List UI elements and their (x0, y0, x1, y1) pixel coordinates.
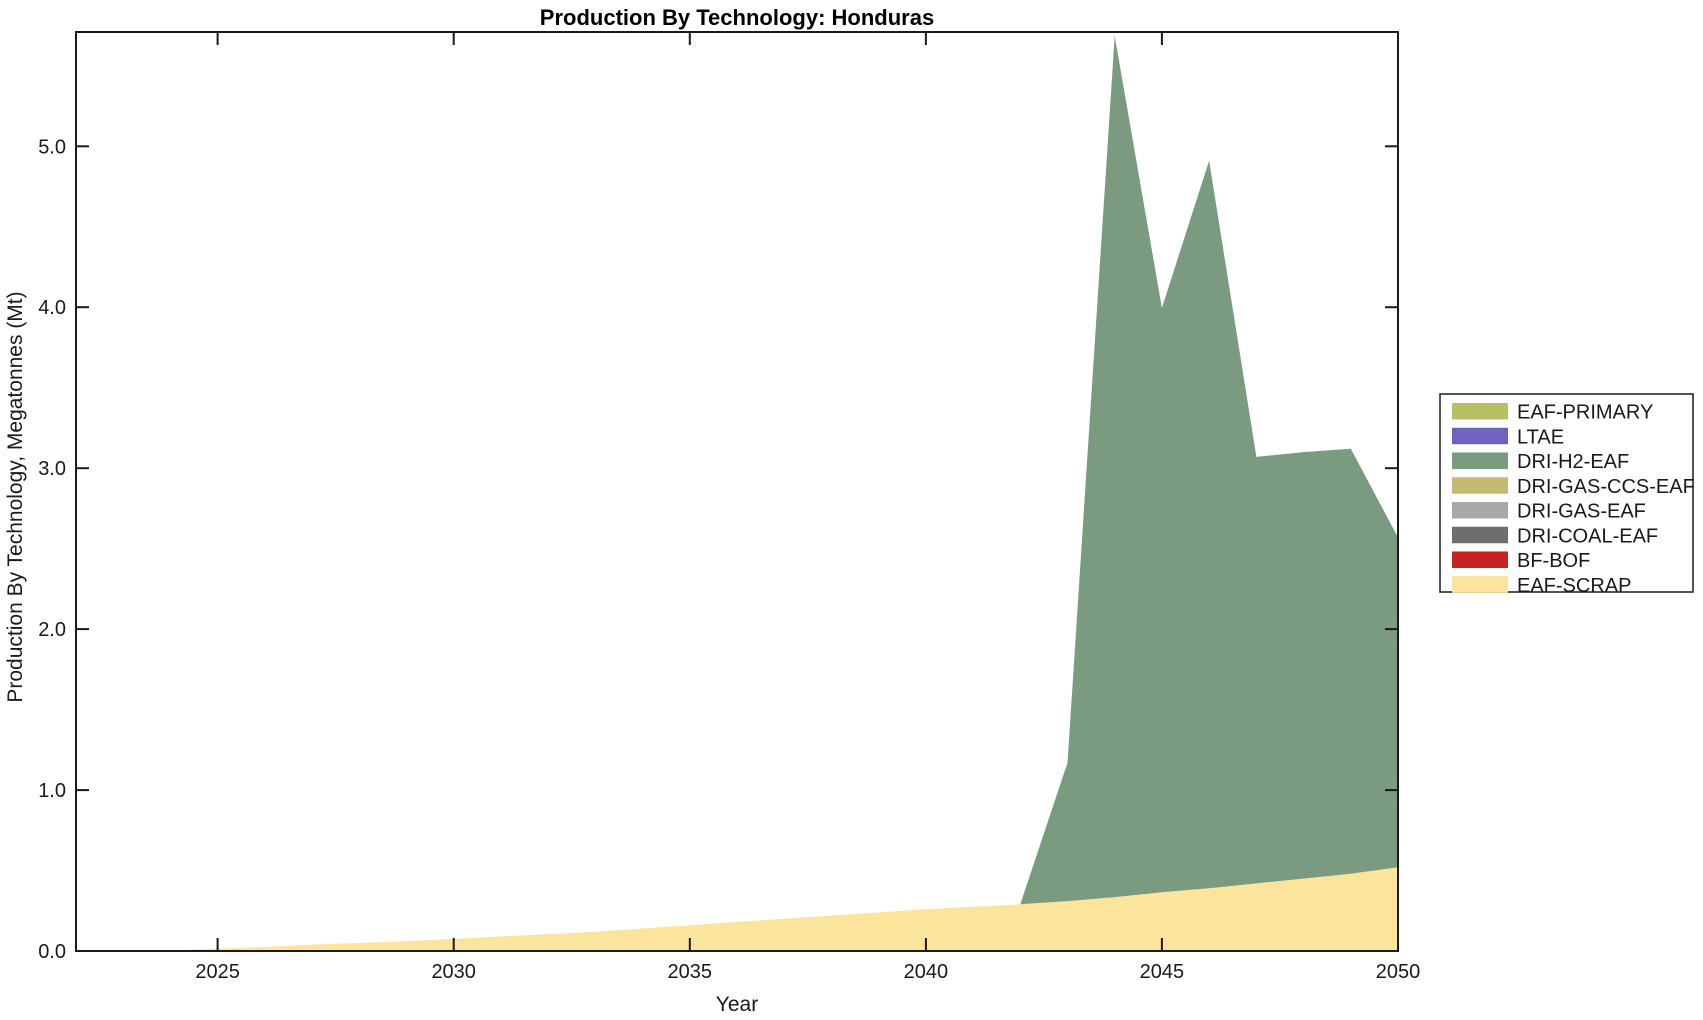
legend-item-DRI-GAS-EAF: DRI-GAS-EAF (1452, 501, 1646, 523)
legend-swatch-DRI-GAS-EAF (1452, 502, 1508, 519)
area-DRI-H2-EAF (76, 36, 1398, 951)
x-tick-label: 2040 (904, 961, 949, 983)
legend-item-LTAE: LTAE (1452, 426, 1564, 448)
legend-swatch-BF-BOF (1452, 551, 1508, 568)
legend-swatch-DRI-COAL-EAF (1452, 526, 1508, 544)
legend-label-LTAE: LTAE (1517, 426, 1564, 448)
legend-label-DRI-GAS-CCS-EAF: DRI-GAS-CCS-EAF (1517, 476, 1695, 498)
x-axis-label: Year (715, 993, 759, 1016)
legend-label-EAF-SCRAP: EAF-SCRAP (1517, 575, 1631, 597)
legend-label-DRI-COAL-EAF: DRI-COAL-EAF (1517, 525, 1658, 547)
y-tick-label: 4.0 (38, 297, 66, 319)
legend-label-BF-BOF: BF-BOF (1517, 550, 1590, 572)
legend-label-DRI-H2-EAF: DRI-H2-EAF (1517, 451, 1629, 473)
y-tick-label: 0.0 (38, 941, 66, 963)
legend-item-DRI-COAL-EAF: DRI-COAL-EAF (1452, 525, 1658, 547)
x-tick-label: 2035 (668, 961, 713, 983)
legend-swatch-DRI-GAS-CCS-EAF (1452, 477, 1508, 494)
legend-item-DRI-H2-EAF: DRI-H2-EAF (1452, 451, 1629, 473)
legend-label-DRI-GAS-EAF: DRI-GAS-EAF (1517, 501, 1646, 523)
x-tick-label: 2045 (1140, 961, 1185, 983)
y-tick-label: 1.0 (38, 780, 66, 802)
legend-item-BF-BOF: BF-BOF (1452, 550, 1590, 572)
x-tick-label: 2030 (431, 961, 476, 983)
y-axis-label: Production By Technology, Megatonnes (Mt… (4, 291, 27, 703)
x-tick-label: 2050 (1376, 961, 1421, 983)
legend-swatch-EAF-SCRAP (1452, 576, 1508, 593)
legend-item-DRI-GAS-CCS-EAF: DRI-GAS-CCS-EAF (1452, 476, 1695, 498)
y-tick-label: 5.0 (38, 136, 66, 158)
legend-item-EAF-SCRAP: EAF-SCRAP (1452, 575, 1631, 597)
y-tick-label: 3.0 (38, 458, 66, 480)
plot-border (75, 31, 1399, 952)
legend-swatch-LTAE (1452, 427, 1508, 445)
legend-label-EAF-PRIMARY: EAF-PRIMARY (1517, 402, 1653, 424)
area-EAF-SCRAP (76, 867, 1398, 951)
legend-swatch-DRI-H2-EAF (1452, 452, 1508, 469)
chart-title: Production By Technology: Honduras (539, 5, 935, 30)
legend-swatch-EAF-PRIMARY (1452, 403, 1508, 420)
y-tick-label: 2.0 (38, 619, 66, 641)
x-tick-label: 2025 (195, 961, 240, 983)
legend-item-EAF-PRIMARY: EAF-PRIMARY (1452, 402, 1653, 424)
